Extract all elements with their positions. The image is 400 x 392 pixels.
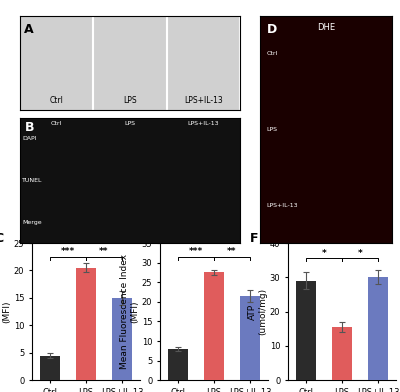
Y-axis label: ATP
(umol/mg): ATP (umol/mg) bbox=[248, 288, 267, 335]
Bar bbox=[40, 356, 60, 380]
Text: A: A bbox=[24, 23, 34, 36]
Bar bbox=[240, 296, 260, 380]
Text: F: F bbox=[250, 232, 259, 245]
Title: ATP: ATP bbox=[332, 231, 352, 241]
Bar bbox=[112, 298, 132, 380]
Text: LPS: LPS bbox=[267, 127, 278, 132]
Title: TUNEL: TUNEL bbox=[68, 231, 104, 241]
Text: LPS+IL-13: LPS+IL-13 bbox=[184, 96, 223, 105]
Text: DAPI: DAPI bbox=[22, 136, 37, 141]
Text: D: D bbox=[267, 22, 277, 36]
Bar bbox=[204, 272, 224, 380]
Text: E: E bbox=[122, 232, 131, 245]
Text: LPS: LPS bbox=[124, 122, 136, 126]
Y-axis label: Mean Fluorescence Index
(MFI): Mean Fluorescence Index (MFI) bbox=[0, 254, 11, 369]
Text: Ctrl: Ctrl bbox=[267, 51, 278, 56]
Text: LPS+IL-13: LPS+IL-13 bbox=[188, 122, 219, 126]
Title: DHE: DHE bbox=[202, 231, 226, 241]
Text: **: ** bbox=[227, 247, 237, 256]
Text: Ctrl: Ctrl bbox=[50, 96, 64, 105]
Text: *: * bbox=[322, 249, 326, 258]
Text: TUNEL: TUNEL bbox=[22, 178, 43, 183]
Bar bbox=[76, 268, 96, 380]
Text: C: C bbox=[0, 232, 3, 245]
Bar bbox=[168, 349, 188, 380]
Text: LPS+IL-13: LPS+IL-13 bbox=[267, 203, 298, 208]
Text: Ctrl: Ctrl bbox=[51, 122, 62, 126]
Text: LPS: LPS bbox=[123, 96, 137, 105]
Text: Merge: Merge bbox=[22, 220, 42, 225]
Bar bbox=[368, 278, 388, 380]
Text: *: * bbox=[358, 249, 362, 258]
Text: DHE: DHE bbox=[317, 22, 335, 31]
Text: B: B bbox=[24, 122, 34, 134]
Bar bbox=[332, 327, 352, 380]
Y-axis label: Mean Fluorescence Index
(MFI): Mean Fluorescence Index (MFI) bbox=[120, 254, 139, 369]
Text: ***: *** bbox=[61, 247, 75, 256]
Bar bbox=[296, 281, 316, 380]
Text: ***: *** bbox=[189, 247, 203, 256]
Text: **: ** bbox=[99, 247, 109, 256]
